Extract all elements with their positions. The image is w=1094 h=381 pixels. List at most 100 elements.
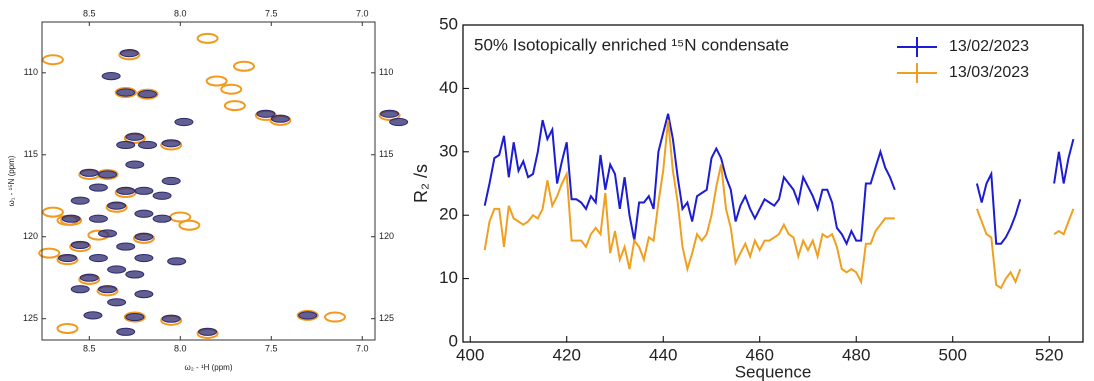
peak [116,88,136,97]
peak [107,298,127,307]
peak [134,290,154,299]
peak [116,327,136,336]
y-tick-label-right: 125 [379,313,394,323]
peak [223,100,246,112]
plot-frame [462,24,1084,343]
peak [134,209,154,218]
peak [270,114,290,123]
x-tick-label: 520 [1035,345,1063,364]
x-axis-label: ω₂ - ¹H (ppm) [184,363,232,372]
peak [296,309,319,321]
x-tick-label-top: 7.5 [265,8,278,18]
peak [116,242,136,251]
peak [38,247,61,259]
x-tick-label: 460 [746,345,774,364]
x-tick-label: 7.0 [356,343,369,353]
peak [298,311,318,320]
peak [56,323,79,335]
peak [174,117,194,127]
peak [138,90,158,99]
peak [205,75,228,87]
peak [98,285,118,294]
peak [138,140,158,150]
y-tick-label: 10 [439,268,458,287]
peak [161,139,181,148]
peak [167,257,187,266]
legend-label: 13/02/2023 [949,38,1029,55]
peak [79,168,99,177]
x-tick-label-top: 8.5 [83,8,96,18]
peak [114,86,137,98]
peak [196,32,219,44]
legend-label: 13/03/2023 [949,64,1029,81]
peak [88,214,108,223]
peak [70,196,90,205]
peak [134,253,154,263]
peak [79,273,99,282]
y-tick-label: 20 [439,205,458,224]
series-line [483,120,1075,290]
peak [107,201,127,210]
x-tick-label: 400 [456,345,484,364]
y-axis-label: R₂ /s [411,164,431,203]
peak [107,265,127,274]
x-tick-label: 440 [649,345,677,364]
series-line [483,113,1075,247]
peak [220,83,243,95]
y-tick-label-right: 115 [379,149,393,159]
peak [88,253,108,263]
peak [101,71,121,81]
peak [57,253,77,263]
peak [134,232,154,241]
peak [152,191,172,200]
x-tick-label: 500 [939,345,967,364]
peak [161,176,181,186]
y-tick-label: 120 [23,231,38,241]
y-tick-label: 30 [439,141,458,160]
peak [88,183,108,192]
x-tick-label: 7.5 [265,343,278,353]
peak [323,311,346,323]
y-tick-label: 110 [24,67,38,77]
peak [70,285,90,294]
x-axis-label: Sequence [735,362,812,381]
peak [152,214,172,223]
y-tick-label-right: 120 [379,231,394,241]
y-axis-label: ω₁ - ¹⁵N (ppm) [7,155,16,206]
peak [125,270,145,279]
peak [119,49,139,58]
peak [116,140,136,150]
peak [70,240,90,250]
peak [41,54,64,66]
peak [178,219,201,231]
x-tick-label: 480 [842,345,870,364]
peak [83,311,103,320]
chart-title: 50% Isotopically enriched ¹⁵N condensate [474,35,789,54]
peak [125,160,145,169]
peak [232,60,255,72]
peak [198,327,218,336]
y-tick-label: 125 [23,313,38,323]
y-tick-label: 115 [24,149,38,159]
peak [116,186,136,195]
x-tick-label-top: 7.0 [356,8,369,18]
x-tick-label-top: 8.0 [174,8,187,18]
y-tick-label: 50 [439,14,458,33]
peak [125,312,145,322]
x-tick-label: 8.5 [83,343,96,353]
peak [61,214,81,223]
y-tick-label-right: 110 [379,67,393,77]
peak [389,117,409,127]
x-tick-label: 8.0 [174,343,187,353]
peak [380,109,400,118]
peak [98,229,118,238]
peak [136,88,159,100]
peak [161,314,181,323]
plot-frame [41,21,376,341]
peak [256,109,276,118]
peak [125,132,145,141]
x-tick-label: 420 [553,345,581,364]
y-tick-label: 0 [449,331,458,350]
